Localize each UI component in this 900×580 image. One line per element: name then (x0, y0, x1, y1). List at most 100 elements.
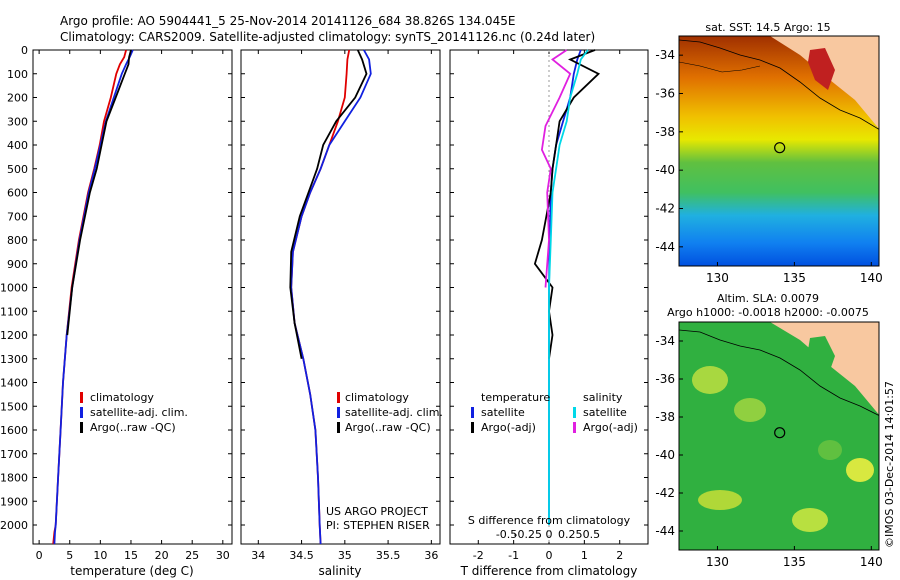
x-tick-label: 15 (124, 549, 138, 562)
series-line-temperature-satellite (548, 49, 582, 525)
map-y-tick-label: -44 (655, 524, 675, 538)
x-tick-label: -2 (473, 549, 484, 562)
depth-tick-label: 200 (7, 92, 28, 105)
depth-tick-label: 1000 (0, 282, 28, 295)
map-y-tick-label: -40 (655, 163, 675, 177)
pi-annotation: PI: STEPHEN RISER (326, 519, 430, 532)
depth-tick-label: 100 (7, 68, 28, 81)
map-y-tick-label: -42 (655, 202, 675, 216)
sla-anomaly (818, 440, 842, 460)
legend-label: Argo(-adj) (583, 421, 638, 434)
sst-map-frame (678, 35, 880, 267)
sla-map (679, 322, 879, 550)
legend-swatch (471, 407, 474, 418)
x-tick-label: 5 (66, 549, 73, 562)
depth-tick-label: 300 (7, 115, 28, 128)
temperature-frame (32, 49, 233, 545)
salinity-xlabel: salinity (318, 564, 361, 578)
series-line-salinity-argo-adj (540, 49, 572, 288)
x-tick-label: 10 (93, 549, 107, 562)
difference-legend: temperature satellite Argo(-adj) salinit… (471, 391, 638, 434)
salinity-legend: climatology satellite-adj. clim. Argo(..… (326, 391, 443, 532)
map-y-tick-label: -34 (655, 48, 675, 62)
footer-credit: ©IMOS 03-Dec-2014 14:01:57 (883, 381, 896, 548)
legend-label: climatology (345, 391, 409, 404)
sst-map-axes: 130 135 140 -34 -36 -38 -40 -42 -44 (655, 48, 882, 285)
land (770, 322, 879, 415)
legend-swatch-clim (80, 392, 83, 403)
depth-tick-label: 700 (7, 210, 28, 223)
temperature-legend: climatology satellite-adj. clim. Argo(..… (80, 391, 188, 434)
contour-line (679, 39, 879, 130)
x-tick-label: 20 (155, 549, 169, 562)
series-line-argo-raw-qc (66, 49, 132, 336)
depth-tick-label: 400 (7, 139, 28, 152)
map-x-tick-label: 140 (860, 271, 883, 285)
s-tick-label: 0 (546, 528, 553, 541)
x-tick-label: 30 (216, 549, 230, 562)
land (770, 36, 879, 129)
map-x-tick-label: 140 (860, 555, 883, 569)
series-line-satellite-adj-clim (290, 49, 372, 545)
depth-tick-label: 500 (7, 163, 28, 176)
depth-tick-label: 1200 (0, 329, 28, 342)
depth-tick-label: 1500 (0, 400, 28, 413)
contour-line (679, 61, 761, 73)
argo-marker (774, 142, 786, 154)
sla-map-subtitle: Argo h1000: -0.0018 h2000: -0.0075 (667, 306, 869, 319)
depth-tick-label: 1800 (0, 472, 28, 485)
depth-tick-label: 1700 (0, 448, 28, 461)
x-tick-label: 35.5 (376, 549, 401, 562)
x-tick-label: 34 (251, 549, 265, 562)
x-tick-label: -1 (508, 549, 519, 562)
x-tick-label: 0 (36, 549, 43, 562)
x-tick-label: 36 (424, 549, 438, 562)
legend-swatch-sat (337, 407, 340, 418)
legend-title-salinity: salinity (583, 391, 623, 404)
legend-swatch-argo (80, 422, 83, 433)
x-tick-label: 34.5 (289, 549, 314, 562)
legend-swatch (471, 422, 474, 433)
sla-anomaly (846, 458, 874, 482)
legend-label: Argo(..raw -QC) (90, 421, 176, 434)
map-x-tick-label: 135 (783, 271, 806, 285)
sla-map-frame (678, 321, 880, 551)
gulf (808, 48, 835, 90)
s-tick-label: 0.5 (583, 528, 601, 541)
legend-swatch-argo (337, 422, 340, 433)
gulf (808, 336, 835, 376)
x-tick-label: 0 (546, 549, 553, 562)
sla-anomaly (792, 508, 828, 532)
legend-label: satellite-adj. clim. (90, 406, 188, 419)
map-x-tick-label: 130 (706, 271, 729, 285)
s-tick-label: -0.5 (496, 528, 517, 541)
map-y-tick-label: -36 (655, 372, 675, 386)
legend-swatch-clim (337, 392, 340, 403)
map-y-tick-label: -40 (655, 448, 675, 462)
sla-anomaly (734, 398, 766, 422)
s-tick-label: 0.25 (558, 528, 583, 541)
legend-title-temperature: temperature (481, 391, 550, 404)
header-line1: Argo profile: AO 5904441_5 25-Nov-2014 2… (60, 14, 515, 28)
map-y-tick-label: -36 (655, 87, 675, 101)
depth-tick-label: 0 (21, 44, 28, 57)
legend-label: Argo(..raw -QC) (345, 421, 431, 434)
s-tick-label: -0.25 (514, 528, 542, 541)
legend-label: satellite (481, 406, 525, 419)
sla-anomaly (692, 366, 728, 394)
map-x-tick-label: 135 (783, 555, 806, 569)
sla-anomaly (698, 490, 742, 510)
legend-label: Argo(-adj) (481, 421, 536, 434)
temperature-panel: 0 5 10 15 20 25 30 (36, 49, 230, 562)
project-annotation: US ARGO PROJECT (326, 505, 428, 518)
x-tick-label: 2 (616, 549, 623, 562)
x-tick-label: 25 (185, 549, 199, 562)
sla-map-axes: 130 135 140 -34 -36 -38 -40 -42 -44 (655, 334, 882, 569)
map-y-tick-label: -44 (655, 240, 675, 254)
map-y-tick-label: -38 (655, 125, 675, 139)
depth-tick-label: 2000 (0, 519, 28, 532)
depth-tick-label: 1100 (0, 305, 28, 318)
series-line-satellite-adj-clim (53, 49, 134, 545)
depth-tick-label: 1600 (0, 424, 28, 437)
